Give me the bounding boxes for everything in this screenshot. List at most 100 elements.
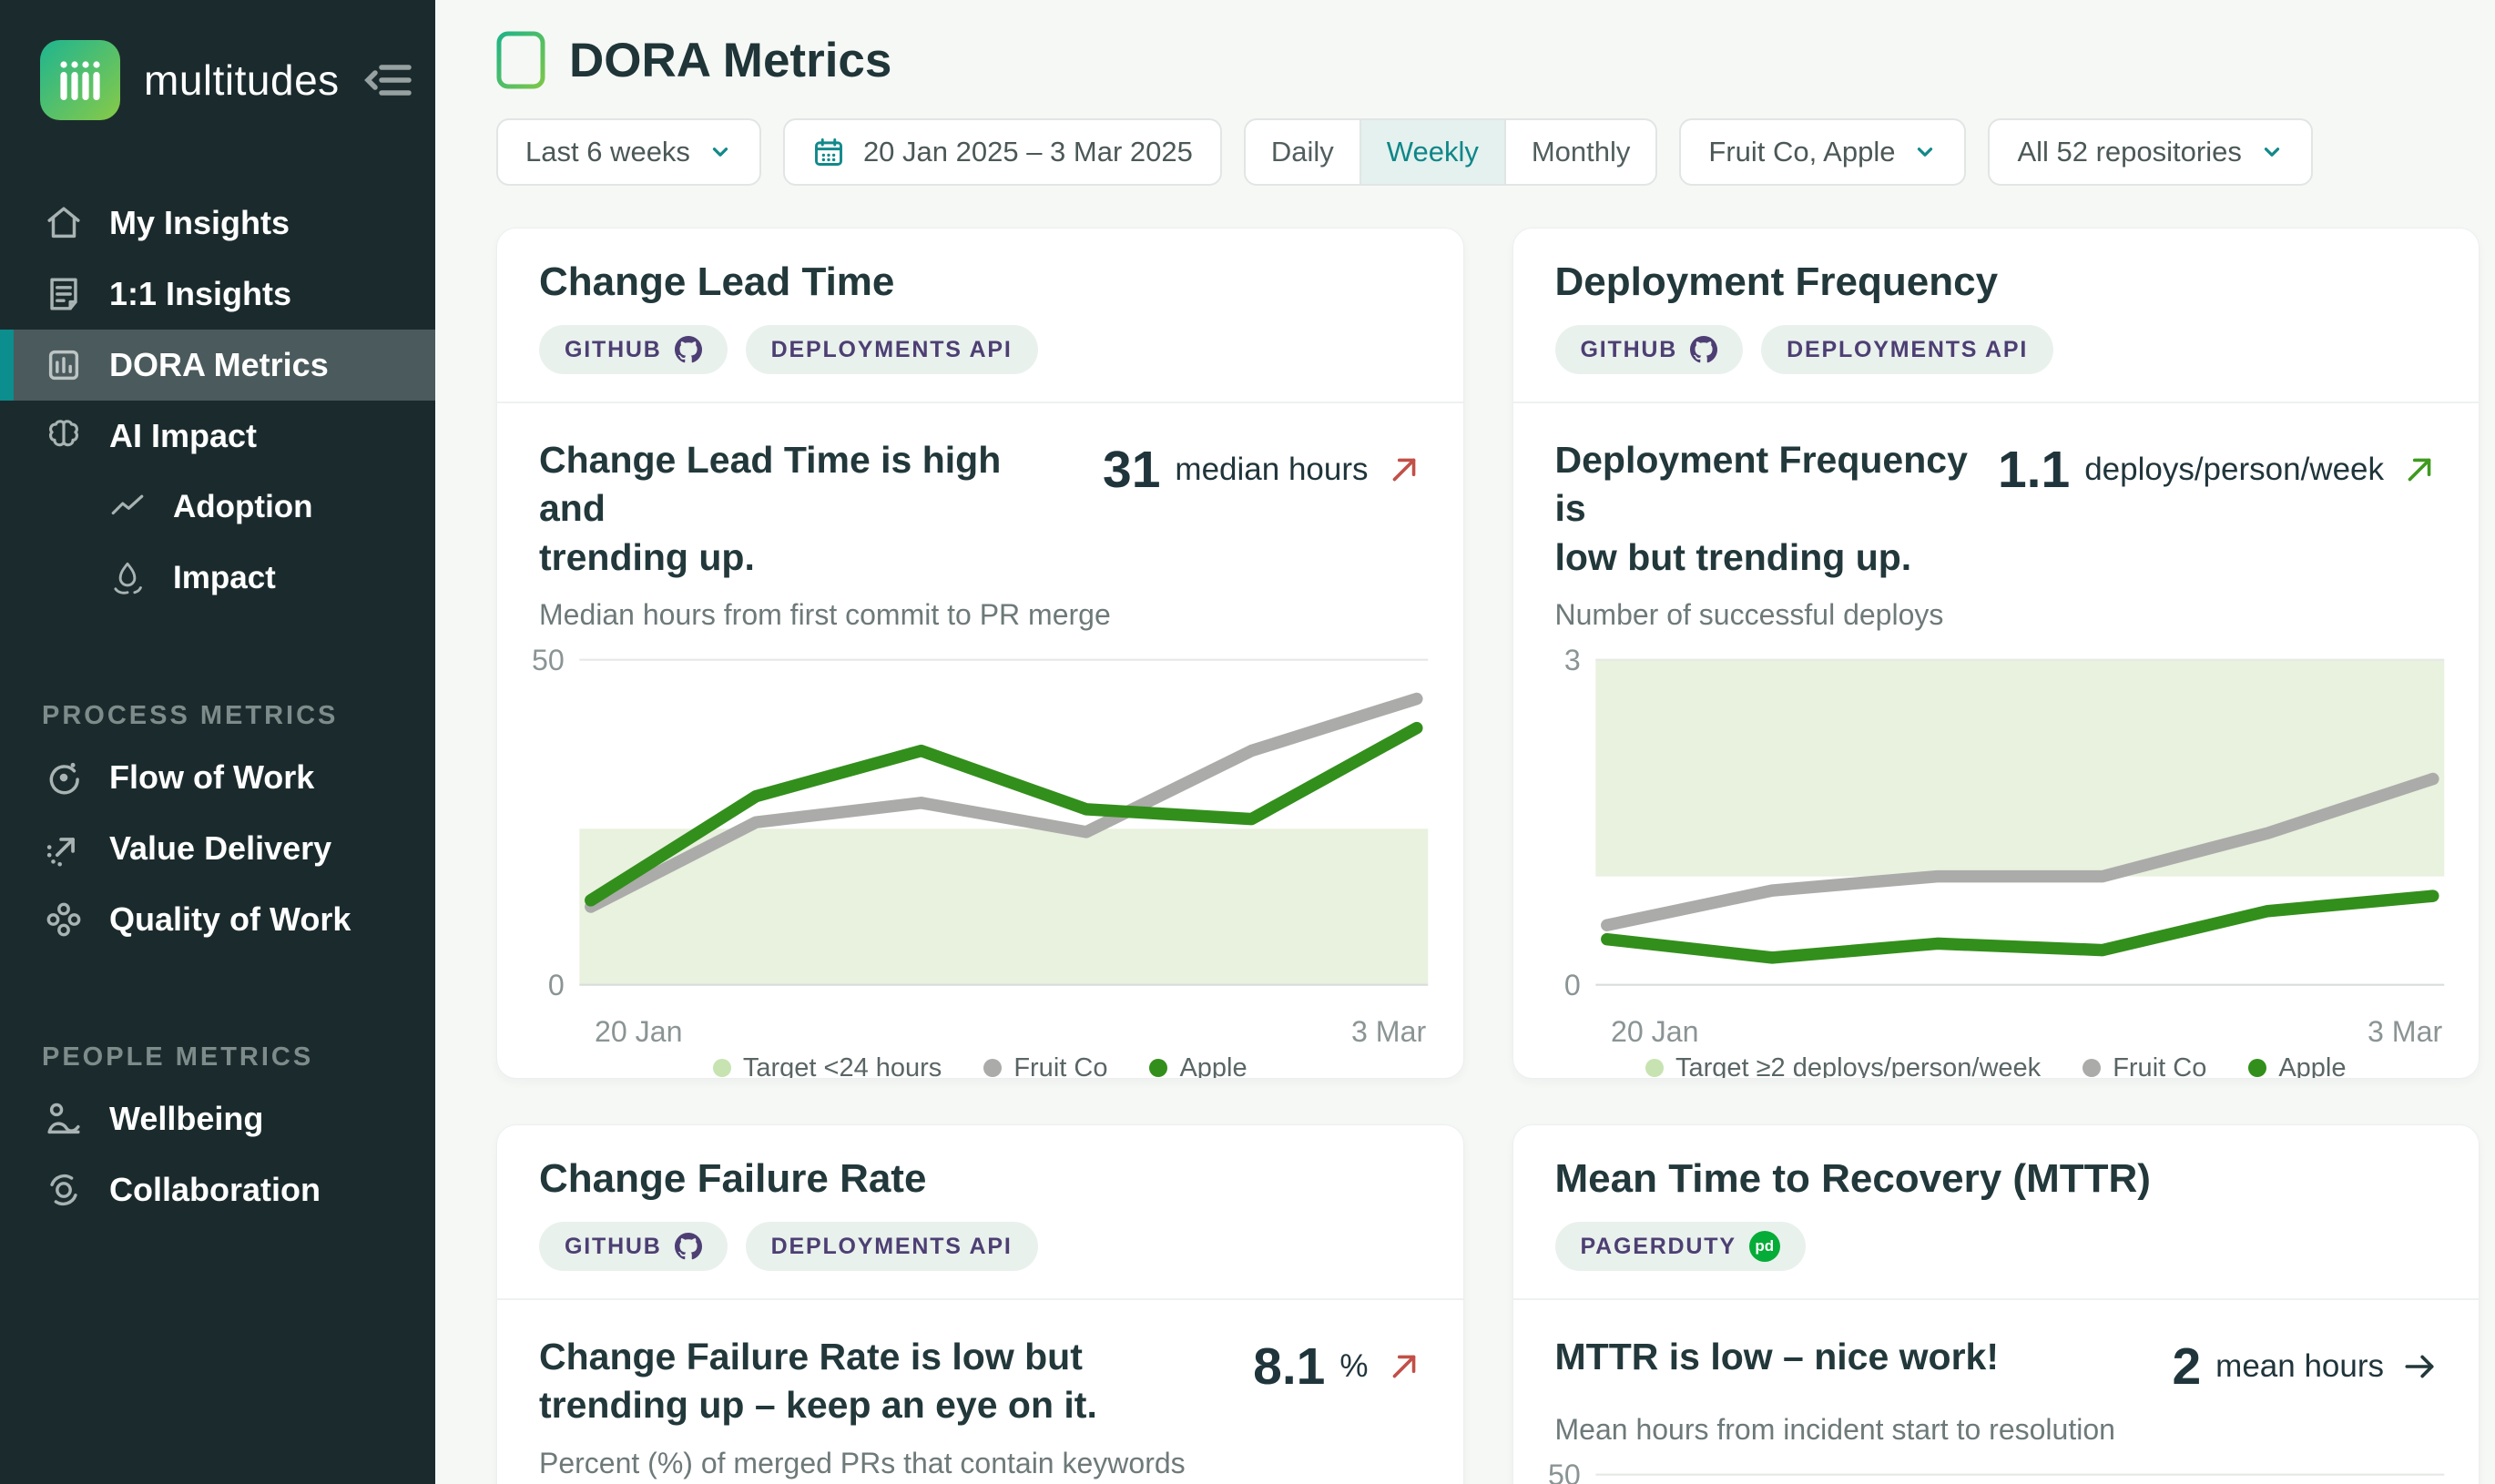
card-stat: 2 mean hours <box>2172 1337 2437 1397</box>
sidebar-item-flow-of-work[interactable]: Flow of Work <box>0 742 435 813</box>
badge-label: DEPLOYMENTS API <box>770 1233 1013 1259</box>
badge-label: GITHUB <box>1580 336 1678 362</box>
collapse-sidebar-icon <box>363 65 412 96</box>
filter-bar: Last 6 weeks 20 Jan 2025 – 3 Mar 2025 Da… <box>496 118 2480 186</box>
sidebar: multitudes My Insights 1:1 Insights <box>0 0 435 1484</box>
github-badge: GITHUB <box>539 1222 728 1271</box>
change-lead-time-card: Change Lead Time GITHUB DEPLOYMENTS API … <box>496 228 1464 1079</box>
main-content: DORA Metrics Last 6 weeks 20 Jan 2025 – … <box>435 0 2495 1484</box>
card-divider <box>497 401 1463 403</box>
multitudes-logo-icon[interactable] <box>40 40 120 120</box>
svg-text:3 Mar: 3 Mar <box>1351 1015 1426 1048</box>
home-icon <box>42 201 86 245</box>
legend-label: Fruit Co <box>2113 1052 2207 1079</box>
svg-text:0: 0 <box>1563 969 1580 1001</box>
sidebar-item-impact[interactable]: Impact <box>0 543 435 614</box>
card-title: Mean Time to Recovery (MTTR) <box>1554 1156 2151 1201</box>
badge-label: PAGERDUTY <box>1580 1233 1736 1259</box>
sidebar-item-1-1-insights[interactable]: 1:1 Insights <box>0 259 435 330</box>
card-title: Change Failure Rate <box>539 1156 927 1201</box>
deployments-api-badge: DEPLOYMENTS API <box>745 325 1038 374</box>
trend-line-icon <box>106 485 149 529</box>
droplet-icon <box>106 556 149 600</box>
mttr-card: Mean Time to Recovery (MTTR) PAGERDUTY p… <box>1512 1124 2480 1484</box>
sidebar-item-value-delivery[interactable]: Value Delivery <box>0 813 435 884</box>
granularity-monthly[interactable]: Monthly <box>1531 136 1631 168</box>
legend-fruitco: Fruit Co <box>983 1053 1107 1078</box>
card-divider <box>1512 1298 2479 1300</box>
sidebar-item-ai-impact[interactable]: AI Impact <box>0 401 435 472</box>
deployments-api-badge: DEPLOYMENTS API <box>1761 325 2054 374</box>
pagerduty-badge: PAGERDUTY pd <box>1554 1222 1806 1271</box>
card-headline: MTTR is low – nice work! <box>1554 1336 2000 1377</box>
sidebar-collapse-button[interactable] <box>363 59 414 101</box>
card-stat: 31 median hours <box>1103 440 1421 500</box>
card-title: Deployment Frequency <box>1554 259 1999 304</box>
card-headline: Deployment Frequency is low but trending… <box>1554 439 1968 578</box>
sidebar-item-collaboration[interactable]: Collaboration <box>0 1154 435 1225</box>
document-icon <box>42 272 86 316</box>
github-icon <box>1690 336 1718 363</box>
chevron-down-icon <box>1918 147 1933 157</box>
deployment-frequency-chart: 0 3 20 Jan 3 Mar <box>1537 643 2450 1049</box>
stat-unit: mean hours <box>2215 1348 2384 1384</box>
svg-text:50: 50 <box>1547 1459 1580 1484</box>
chevron-down-icon <box>2264 147 2279 157</box>
legend-dot <box>712 1059 731 1078</box>
legend-label: Target <24 hours <box>742 1052 942 1079</box>
process-metrics-section-label: PROCESS METRICS <box>42 701 339 730</box>
time-range-dropdown[interactable]: Last 6 weeks <box>496 118 761 186</box>
card-stat: 1.1 deploys/person/week <box>1998 440 2437 500</box>
legend-dot <box>983 1059 1003 1078</box>
card-headline: Change Lead Time is high and trending up… <box>539 439 1002 578</box>
sidebar-item-wellbeing[interactable]: Wellbeing <box>0 1083 435 1154</box>
legend-target: Target ≥2 deploys/person/week <box>1645 1053 2041 1078</box>
github-icon <box>674 1233 702 1260</box>
badge-label: DEPLOYMENTS API <box>770 336 1013 362</box>
svg-text:3 Mar: 3 Mar <box>2367 1015 2441 1048</box>
sidebar-item-label: Impact <box>173 560 276 595</box>
mttr-chart: 50 <box>1537 1458 2450 1484</box>
chart-legend: Target ≥2 deploys/person/week Fruit Co A… <box>1555 1052 2438 1079</box>
stat-value: 2 <box>2172 1337 2202 1396</box>
repo-filter-dropdown[interactable]: All 52 repositories <box>1988 118 2313 186</box>
legend-apple: Apple <box>1149 1052 1248 1079</box>
stat-value: 8.1 <box>1253 1337 1326 1396</box>
metric-cards-grid: Change Lead Time GITHUB DEPLOYMENTS API … <box>496 228 2480 1484</box>
granularity-weekly[interactable]: Weekly <box>1360 120 1506 184</box>
badge-label: DEPLOYMENTS API <box>1787 336 2029 362</box>
legend-label: Apple <box>1179 1052 1248 1079</box>
team-filter-value: Fruit Co, Apple <box>1708 136 1896 168</box>
card-subtitle: Mean hours from incident start to resolu… <box>1554 1413 2115 1446</box>
granularity-daily[interactable]: Daily <box>1246 120 1361 184</box>
bar-chart-icon <box>42 343 86 387</box>
legend-apple: Apple <box>2248 1053 2347 1078</box>
card-divider <box>1512 401 2479 403</box>
legend-target: Target <24 hours <box>712 1052 942 1079</box>
concentric-circles-icon <box>42 1168 86 1212</box>
trend-flat-arrow-icon <box>2402 1349 2437 1384</box>
chevron-down-icon <box>712 147 728 157</box>
badge-label: GITHUB <box>565 1233 662 1259</box>
sidebar-item-quality-of-work[interactable]: Quality of Work <box>0 884 435 955</box>
change-lead-time-chart: 0 50 20 Jan 3 Mar <box>521 643 1434 1049</box>
sidebar-item-adoption[interactable]: Adoption <box>0 472 435 543</box>
sidebar-item-label: Collaboration <box>109 1171 321 1208</box>
legend-dot <box>2083 1059 2102 1078</box>
legend-fruitco: Fruit Co <box>2083 1052 2207 1079</box>
github-icon <box>674 336 702 363</box>
four-circles-icon <box>42 898 86 941</box>
people-metrics-section-label: PEOPLE METRICS <box>42 1042 314 1072</box>
svg-text:20 Jan: 20 Jan <box>595 1015 683 1048</box>
card-title: Change Lead Time <box>539 259 895 304</box>
team-filter-dropdown[interactable]: Fruit Co, Apple <box>1679 118 1967 186</box>
sidebar-item-label: Adoption <box>173 489 313 524</box>
repo-filter-value: All 52 repositories <box>2017 136 2242 168</box>
page-header: DORA Metrics <box>496 31 2480 89</box>
sidebar-item-my-insights[interactable]: My Insights <box>0 188 435 259</box>
sidebar-item-dora-metrics[interactable]: DORA Metrics <box>0 330 435 401</box>
date-range-picker[interactable]: 20 Jan 2025 – 3 Mar 2025 <box>782 118 1222 186</box>
stat-value: 31 <box>1103 441 1161 499</box>
person-icon <box>42 1097 86 1141</box>
trend-up-arrow-icon <box>2402 452 2437 487</box>
